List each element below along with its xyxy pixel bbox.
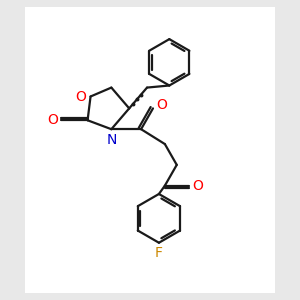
Text: O: O — [76, 89, 86, 103]
Text: N: N — [106, 133, 116, 147]
Text: O: O — [157, 98, 167, 112]
Text: O: O — [47, 113, 58, 127]
Text: O: O — [192, 179, 203, 193]
Text: F: F — [155, 246, 163, 260]
FancyBboxPatch shape — [25, 7, 275, 293]
